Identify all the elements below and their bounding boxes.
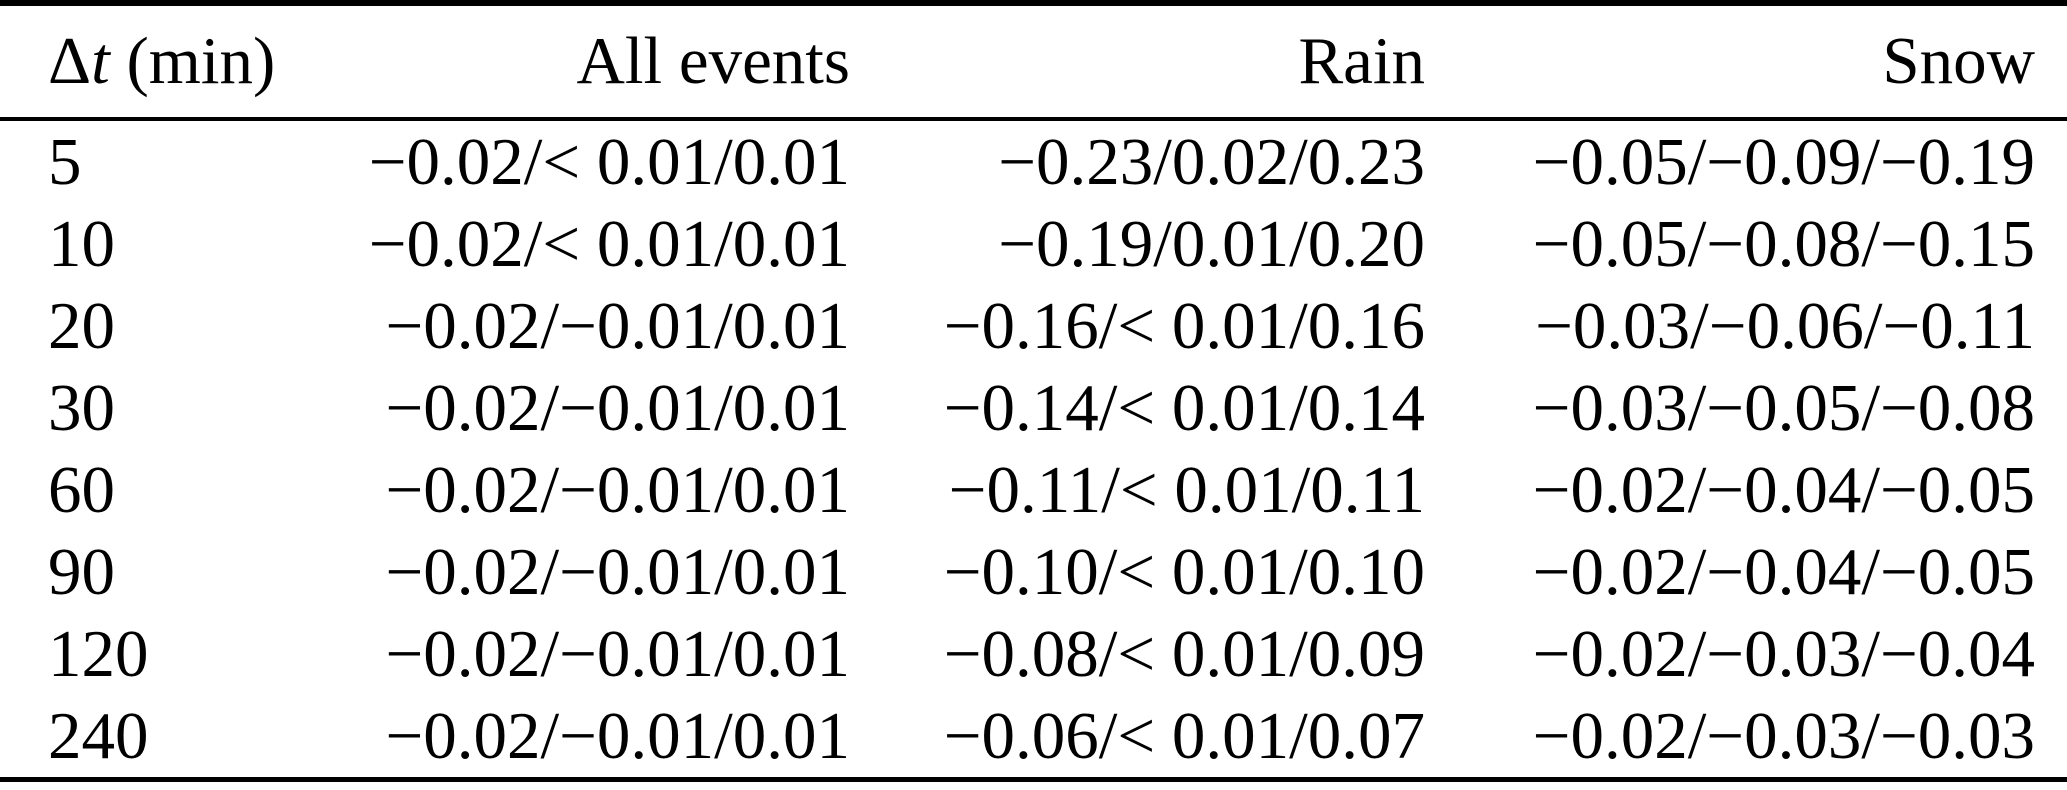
cell-rain: −0.08/< 0.01/0.09 bbox=[943, 616, 1425, 691]
cell-rain: −0.23/0.02/0.23 bbox=[998, 124, 1425, 199]
table-row: 90 −0.02/−0.01/0.01 −0.10/< 0.01/0.10 −0… bbox=[0, 531, 2067, 613]
cell-snow: −0.02/−0.04/−0.05 bbox=[1532, 534, 2035, 609]
cell-all-events: −0.02/< 0.01/0.01 bbox=[368, 206, 850, 281]
cell-snow: −0.02/−0.04/−0.05 bbox=[1532, 452, 2035, 527]
cell-dt: 120 bbox=[48, 616, 149, 691]
table-row: 30 −0.02/−0.01/0.01 −0.14/< 0.01/0.14 −0… bbox=[0, 367, 2067, 449]
cell-dt: 20 bbox=[48, 288, 115, 363]
header-dt: Δt (min) bbox=[0, 3, 310, 119]
header-row: Δt (min) All events Rain Snow bbox=[0, 3, 2067, 119]
cell-rain: −0.16/< 0.01/0.16 bbox=[943, 288, 1425, 363]
cell-snow: −0.05/−0.08/−0.15 bbox=[1532, 206, 2035, 281]
table-body: 5 −0.02/< 0.01/0.01 −0.23/0.02/0.23 −0.0… bbox=[0, 119, 2067, 780]
table-header: Δt (min) All events Rain Snow bbox=[0, 3, 2067, 119]
table-row: 5 −0.02/< 0.01/0.01 −0.23/0.02/0.23 −0.0… bbox=[0, 119, 2067, 203]
table-row: 60 −0.02/−0.01/0.01 −0.11/< 0.01/0.11 −0… bbox=[0, 449, 2067, 531]
cell-rain: −0.10/< 0.01/0.10 bbox=[943, 534, 1425, 609]
cell-snow: −0.03/−0.05/−0.08 bbox=[1532, 370, 2035, 445]
table-row: 120 −0.02/−0.01/0.01 −0.08/< 0.01/0.09 −… bbox=[0, 613, 2067, 695]
cell-snow: −0.02/−0.03/−0.03 bbox=[1532, 698, 2035, 773]
cell-all-events: −0.02/−0.01/0.01 bbox=[385, 698, 850, 773]
delta-symbol: Δ bbox=[48, 24, 92, 98]
cell-all-events: −0.02/−0.01/0.01 bbox=[385, 288, 850, 363]
cell-dt: 60 bbox=[48, 452, 115, 527]
cell-all-events: −0.02/−0.01/0.01 bbox=[385, 452, 850, 527]
cell-snow: −0.03/−0.06/−0.11 bbox=[1535, 288, 2035, 363]
cell-all-events: −0.02/−0.01/0.01 bbox=[385, 534, 850, 609]
header-snow: Snow bbox=[1882, 24, 2035, 98]
cell-dt: 90 bbox=[48, 534, 115, 609]
table-row: 10 −0.02/< 0.01/0.01 −0.19/0.01/0.20 −0.… bbox=[0, 203, 2067, 285]
cell-dt: 5 bbox=[48, 124, 82, 199]
cell-all-events: −0.02/−0.01/0.01 bbox=[385, 370, 850, 445]
dt-variable: t bbox=[91, 24, 110, 98]
cell-dt: 30 bbox=[48, 370, 115, 445]
header-all-events: All events bbox=[576, 24, 850, 98]
cell-rain: −0.06/< 0.01/0.07 bbox=[943, 698, 1425, 773]
cell-rain: −0.19/0.01/0.20 bbox=[998, 206, 1425, 281]
cell-snow: −0.05/−0.09/−0.19 bbox=[1532, 124, 2035, 199]
dt-unit: (min) bbox=[109, 24, 276, 98]
cell-rain: −0.14/< 0.01/0.14 bbox=[943, 370, 1425, 445]
cell-dt: 10 bbox=[48, 206, 115, 281]
cell-rain: −0.11/< 0.01/0.11 bbox=[948, 452, 1425, 527]
cell-all-events: −0.02/< 0.01/0.01 bbox=[368, 124, 850, 199]
cell-dt: 240 bbox=[48, 698, 149, 773]
cell-all-events: −0.02/−0.01/0.01 bbox=[385, 616, 850, 691]
header-rain: Rain bbox=[1298, 24, 1425, 98]
cell-snow: −0.02/−0.03/−0.04 bbox=[1532, 616, 2035, 691]
table-row: 20 −0.02/−0.01/0.01 −0.16/< 0.01/0.16 −0… bbox=[0, 285, 2067, 367]
table-row: 240 −0.02/−0.01/0.01 −0.06/< 0.01/0.07 −… bbox=[0, 695, 2067, 780]
